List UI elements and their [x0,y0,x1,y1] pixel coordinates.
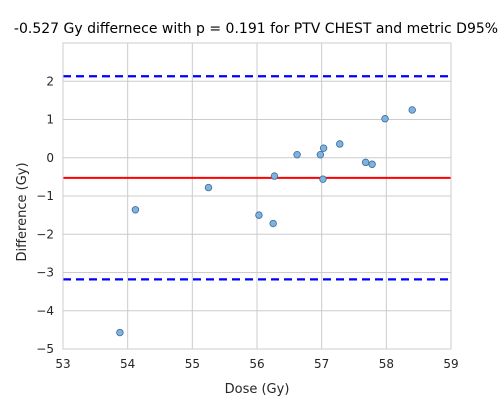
x-tick-label: 58 [379,357,394,371]
y-tick-label: −3 [36,266,54,280]
data-point [381,115,389,123]
data-point [255,211,263,219]
data-point [408,106,416,114]
x-tick-label: 53 [55,357,70,371]
data-point [269,219,277,228]
data-point [319,144,328,152]
x-tick-label: 59 [443,357,458,371]
x-tick-label: 57 [314,357,329,371]
y-tick-label: 2 [46,74,54,88]
y-tick-label: 0 [46,151,54,165]
x-axis-label: Dose (Gy) [225,382,290,397]
data-points [116,106,416,337]
y-tick-label: 1 [46,113,54,127]
plot-frame [62,42,452,350]
y-tick-label: −4 [36,304,54,318]
data-point [361,158,370,167]
data-point [368,160,376,168]
y-axis-label: Difference (Gy) [15,162,30,261]
x-tick-label: 54 [120,357,135,371]
data-point [316,150,325,159]
data-point [319,175,327,183]
y-tick-labels: −5 −4 −3 −2 −1 0 1 2 [36,74,54,356]
y-tick-label: −2 [36,227,54,241]
data-point [270,172,279,180]
data-point [204,183,213,192]
data-point [116,328,124,337]
x-tick-label: 55 [185,357,200,371]
y-tick-label: −5 [36,342,54,356]
reference-lines [63,75,451,281]
data-point [293,150,301,159]
data-point [336,140,344,148]
x-tick-labels: 53 54 55 56 57 58 59 [55,357,458,371]
x-tick-label: 56 [249,357,264,371]
grid [62,43,452,350]
chart-title: -0.527 Gy differnece with p = 0.191 for … [14,21,498,37]
data-point [131,206,140,214]
y-tick-label: −1 [36,189,54,203]
